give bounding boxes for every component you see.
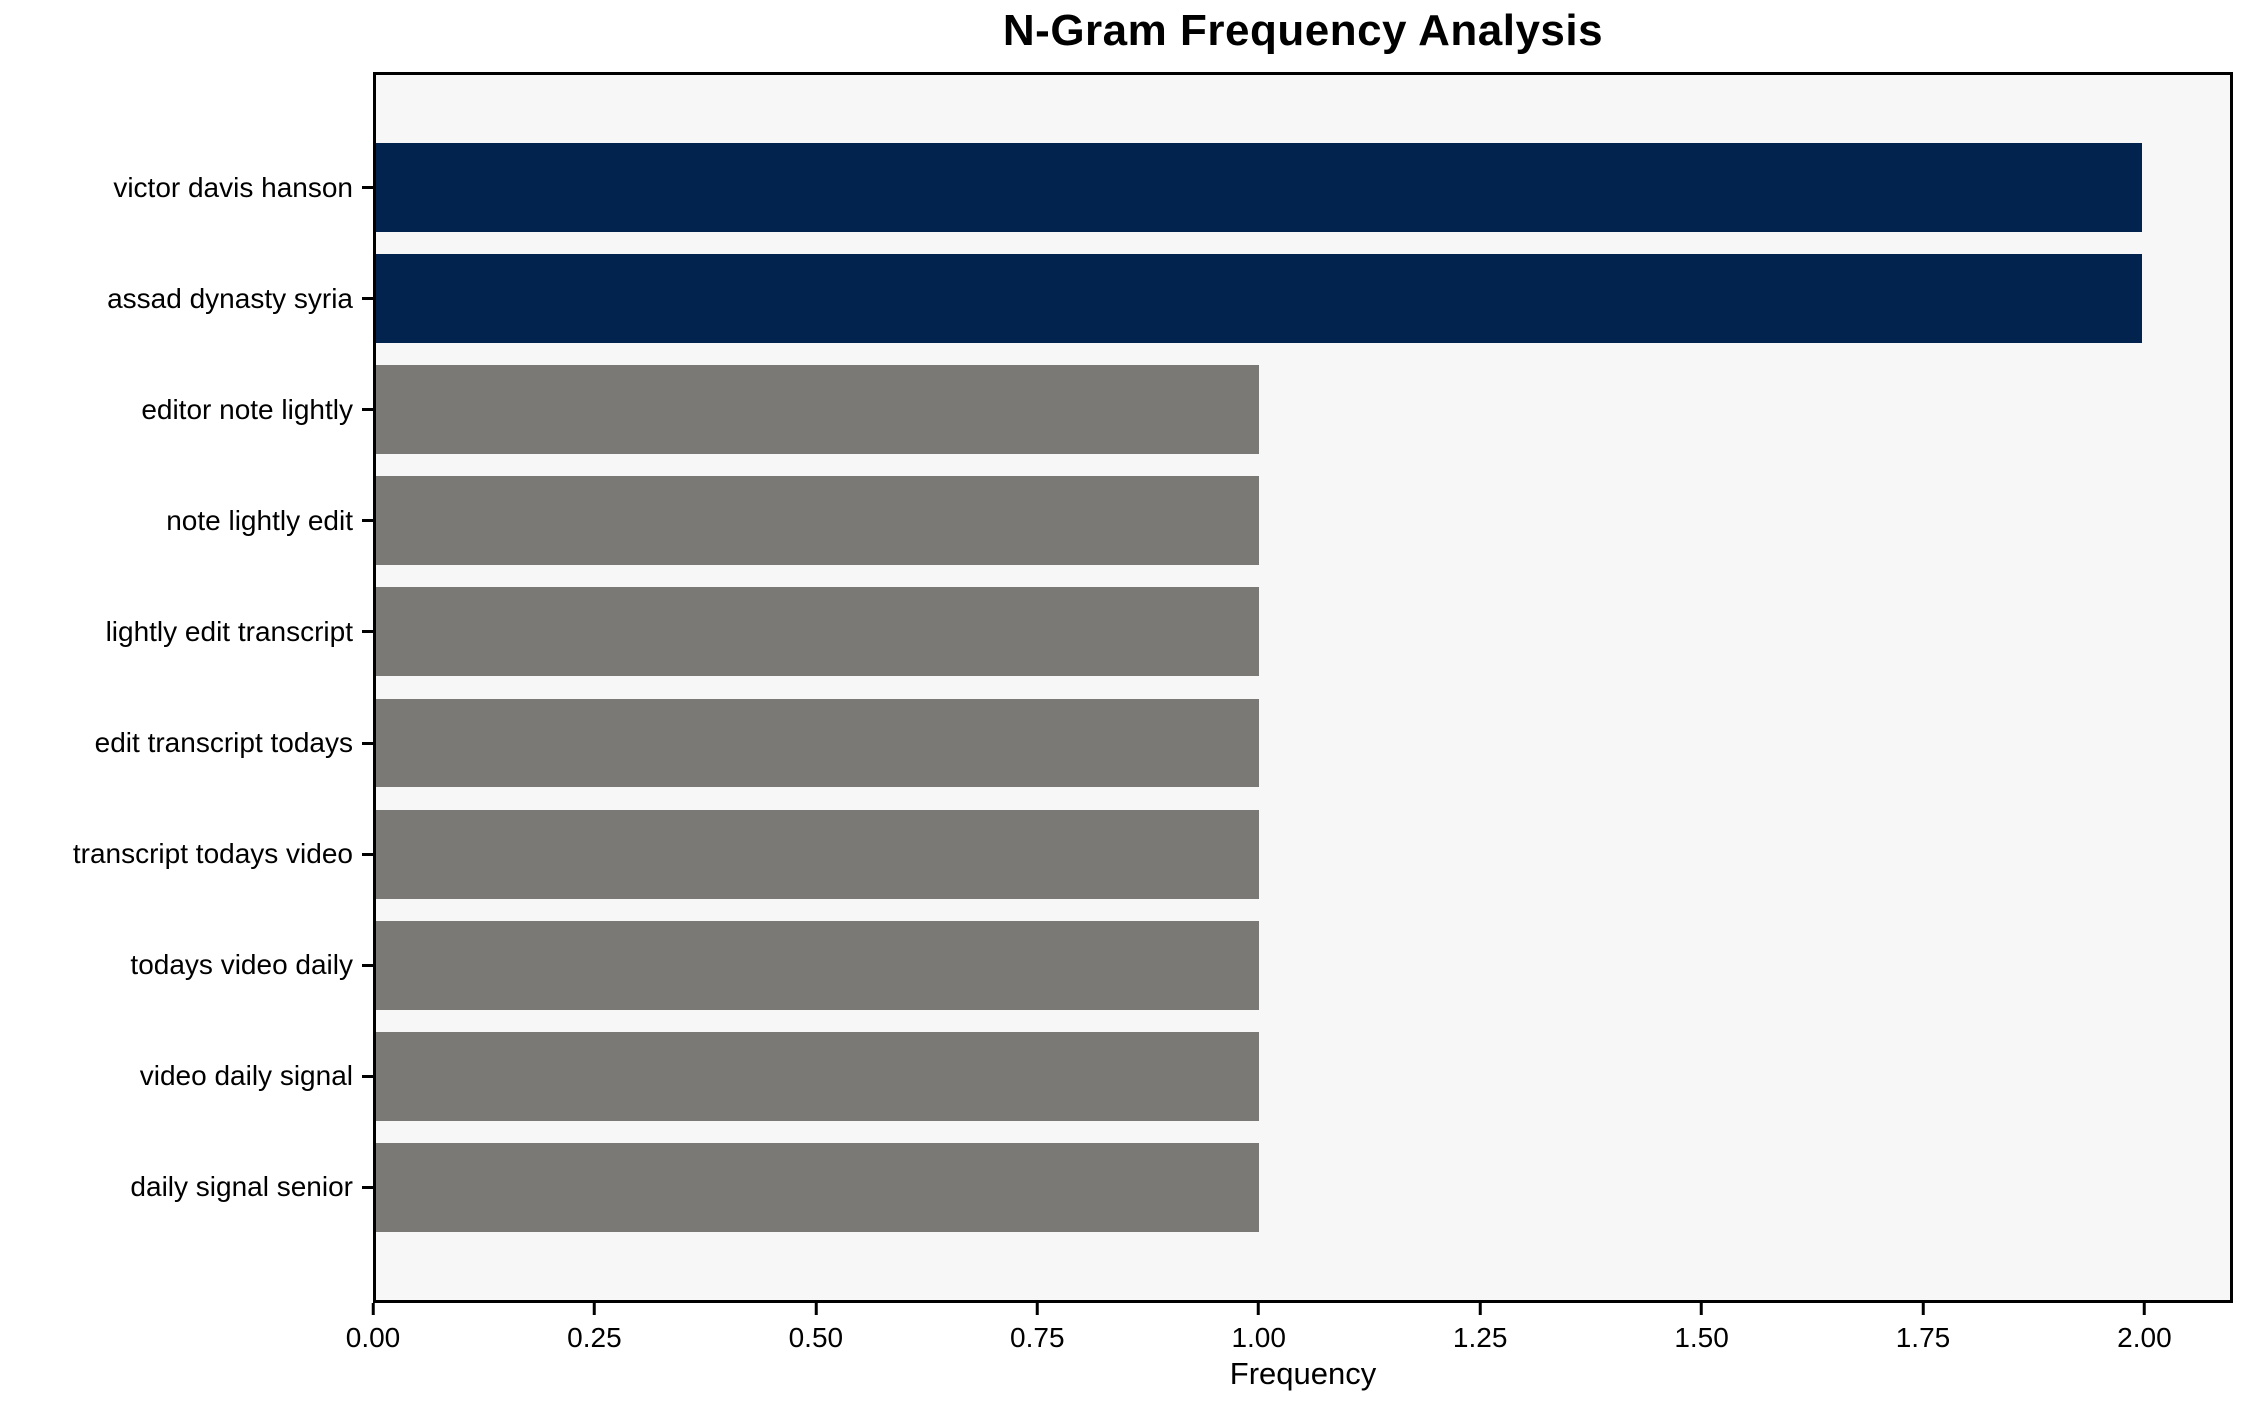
bar-transcript-todays-video (376, 809, 1259, 899)
y-tick: victor davis hanson (0, 132, 373, 243)
x-tick-mark-icon (371, 1303, 375, 1315)
x-tick: 2.00 (2117, 1303, 2172, 1354)
bar-editor-note-lightly (376, 365, 1259, 455)
bar-daily-signal-senior (376, 1142, 1259, 1232)
x-tick: 1.75 (1895, 1303, 1951, 1354)
y-tick: editor note lightly (0, 354, 373, 465)
y-tick-label: video daily signal (139, 1060, 353, 1092)
y-tick-label: editor note lightly (141, 393, 353, 425)
x-tick-label: 2.00 (2117, 1322, 2172, 1353)
y-tick-label: assad dynasty syria (107, 282, 353, 314)
y-tick: lightly edit transcript (0, 576, 373, 687)
bar-row (376, 465, 2230, 576)
x-tick-mark-icon (1478, 1303, 1482, 1315)
x-tick-mark-icon (1700, 1303, 1704, 1315)
x-tick: 0.00 (345, 1303, 401, 1354)
y-tick-label: daily signal senior (130, 1171, 353, 1203)
y-tick-mark-icon (362, 297, 373, 301)
bar-assad-dynasty-syria (376, 254, 2142, 344)
y-tick-mark-icon (362, 1074, 373, 1078)
y-tick-mark-icon (362, 408, 373, 412)
bar-row (376, 799, 2230, 910)
x-tick: 1.00 (1231, 1303, 1286, 1354)
y-tick-label: edit transcript todays (94, 727, 353, 759)
bar-row (376, 243, 2230, 354)
y-tick: edit transcript todays (0, 687, 373, 798)
x-tick-label: 1.50 (1674, 1322, 1729, 1353)
y-tick-mark-icon (362, 1185, 373, 1189)
bar-row (376, 910, 2230, 1021)
x-tick-mark-icon (592, 1303, 596, 1315)
x-tick-mark-icon (814, 1303, 818, 1315)
x-tick-label: 0.75 (1010, 1322, 1065, 1353)
x-tick-mark-icon (1257, 1303, 1261, 1315)
bar-note-lightly-edit (376, 476, 1259, 566)
x-tick-label: 0.25 (567, 1322, 622, 1353)
y-tick: transcript todays video (0, 799, 373, 910)
y-tick-mark-icon (362, 186, 373, 190)
bar-video-daily-signal (376, 1031, 1259, 1121)
y-tick-mark-icon (362, 519, 373, 523)
y-tick-mark-icon (362, 630, 373, 634)
y-tick-mark-icon (362, 852, 373, 856)
x-tick-label: 0.50 (788, 1322, 844, 1353)
x-tick-label: 0.00 (345, 1322, 401, 1353)
bar-victor-davis-hanson (376, 143, 2142, 232)
x-tick-label: 1.75 (1895, 1322, 1951, 1353)
x-tick: 1.50 (1674, 1303, 1729, 1354)
x-tick-mark-icon (1035, 1303, 1039, 1315)
y-tick: video daily signal (0, 1021, 373, 1132)
x-tick-mark-icon (2142, 1303, 2146, 1315)
x-tick-label: 1.25 (1452, 1322, 1508, 1353)
y-tick-mark-icon (362, 963, 373, 967)
bar-edit-transcript-todays (376, 698, 1259, 788)
x-tick-label: 1.00 (1231, 1322, 1286, 1353)
y-tick-label: lightly edit transcript (105, 615, 353, 647)
x-tick: 1.25 (1452, 1303, 1508, 1354)
x-tick-mark-icon (1921, 1303, 1925, 1315)
bar-row (376, 354, 2230, 465)
y-tick: assad dynasty syria (0, 243, 373, 354)
bar-row (376, 687, 2230, 798)
bar-row (376, 1132, 2230, 1243)
x-tick: 0.25 (567, 1303, 622, 1354)
bar-row (376, 1021, 2230, 1132)
plot-area (373, 72, 2233, 1303)
y-tick: daily signal senior (0, 1132, 373, 1243)
bar-lightly-edit-transcript (376, 587, 1259, 677)
x-axis-label: Frequency (1229, 1356, 1377, 1391)
x-tick: 0.75 (1010, 1303, 1065, 1354)
bar-row (376, 576, 2230, 687)
y-axis: victor davis hanson assad dynasty syria ed… (0, 72, 373, 1303)
x-tick: 0.50 (788, 1303, 844, 1354)
bar-todays-video-daily (376, 920, 1259, 1010)
y-tick: todays video daily (0, 910, 373, 1021)
y-tick-label: victor davis hanson (113, 171, 353, 203)
chart-title: N-Gram Frequency Analysis (1002, 6, 1604, 55)
y-tick-label: todays video daily (130, 949, 353, 981)
y-tick-label: note lightly edit (166, 504, 353, 536)
y-tick: note lightly edit (0, 465, 373, 576)
y-tick-mark-icon (362, 741, 373, 745)
bar-row (376, 132, 2230, 243)
y-tick-label: transcript todays video (72, 838, 353, 870)
